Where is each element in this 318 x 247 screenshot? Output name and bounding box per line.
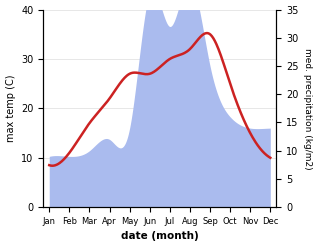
Y-axis label: max temp (C): max temp (C): [5, 75, 16, 142]
Y-axis label: med. precipitation (kg/m2): med. precipitation (kg/m2): [303, 48, 313, 169]
X-axis label: date (month): date (month): [121, 231, 199, 242]
